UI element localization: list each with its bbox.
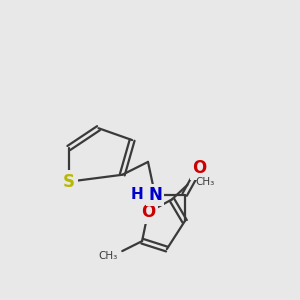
Text: H: H <box>131 187 143 202</box>
Text: N: N <box>148 186 162 204</box>
Text: CH₃: CH₃ <box>196 177 215 187</box>
Text: O: O <box>141 203 155 221</box>
Text: O: O <box>192 159 207 177</box>
Text: CH₃: CH₃ <box>98 251 117 261</box>
Text: S: S <box>63 173 75 191</box>
